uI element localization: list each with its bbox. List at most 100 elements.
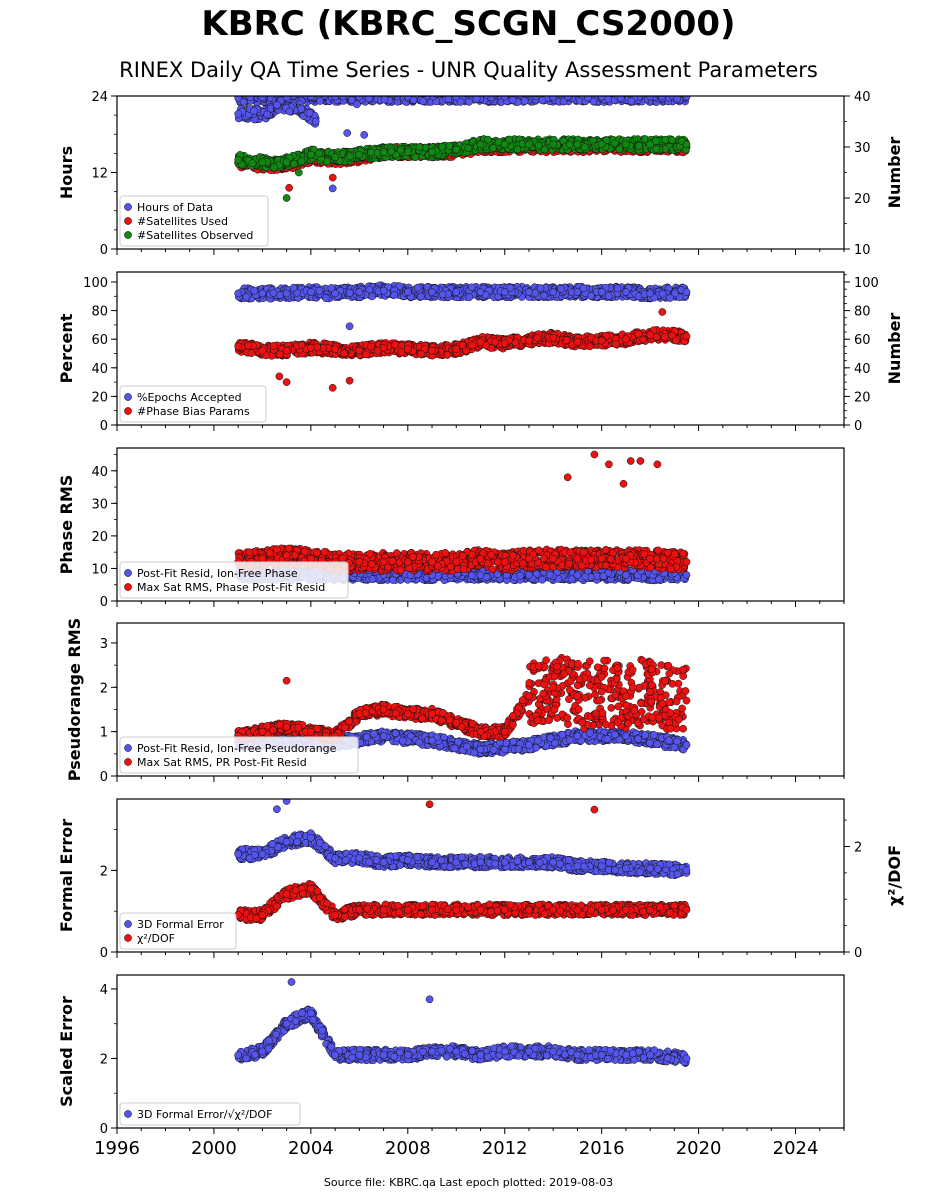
data-point: [258, 289, 267, 298]
data-point: [337, 88, 344, 95]
data-point: [409, 89, 416, 96]
data-point: [272, 96, 275, 97]
data-point: [297, 88, 304, 95]
data-point: [465, 97, 473, 106]
data-point: [360, 131, 369, 139]
data-point: [411, 153, 420, 162]
data-point: [387, 88, 394, 95]
data-point: [663, 96, 665, 97]
data-point: [252, 96, 255, 97]
data-point: [388, 96, 396, 99]
data-point: [441, 96, 444, 97]
data-point: [585, 88, 592, 95]
data-point: [244, 341, 253, 350]
y-tick-label: 24: [91, 90, 108, 105]
data-point: [279, 96, 284, 97]
y-tick-label: 0: [100, 243, 108, 258]
data-point: [316, 97, 324, 105]
data-point: [604, 292, 613, 300]
data-point: [419, 97, 427, 106]
data-point: [248, 159, 257, 168]
data-point: [676, 88, 683, 95]
data-point: [665, 88, 672, 95]
data-point: [270, 88, 277, 95]
data-point: [540, 291, 549, 300]
data-point: [324, 96, 326, 97]
data-point: [322, 294, 330, 303]
data-point: [340, 349, 348, 358]
data-point: [682, 140, 691, 149]
data-point: [676, 88, 683, 95]
data-point: [657, 88, 664, 95]
data-point: [573, 140, 582, 149]
y2-tick-label: 10: [854, 243, 871, 258]
data-point: [297, 157, 306, 165]
data-point: [480, 88, 487, 95]
data-point: [594, 88, 601, 95]
data-point: [339, 89, 346, 96]
data-point: [573, 288, 582, 296]
data-point: [367, 148, 375, 157]
data-point: [328, 88, 335, 95]
data-point: [525, 140, 533, 149]
data-point: [403, 288, 412, 296]
data-point: [276, 350, 284, 359]
data-point: [270, 163, 278, 172]
data-point: [662, 88, 669, 95]
data-point: [369, 88, 376, 95]
data-point: [345, 322, 354, 331]
data-point: [353, 100, 361, 109]
data-point: [364, 96, 373, 103]
data-point: [648, 88, 655, 95]
data-point: [580, 88, 587, 95]
data-point: [250, 286, 259, 295]
data-point: [273, 101, 281, 109]
data-point: [355, 150, 364, 159]
data-point: [531, 89, 538, 96]
data-point: [557, 96, 562, 97]
data-point: [305, 88, 312, 95]
data-point: [282, 96, 291, 102]
data-point: [357, 96, 360, 97]
data-point: [470, 88, 477, 95]
data-point: [536, 284, 545, 293]
data-point: [666, 96, 670, 97]
data-point: [613, 284, 622, 293]
series-1: [234, 281, 691, 331]
data-point: [343, 129, 352, 137]
data-point: [516, 96, 519, 97]
data-point: [461, 96, 466, 97]
data-point: [413, 88, 420, 95]
data-point: [331, 153, 339, 162]
data-point: [650, 96, 652, 97]
data-point: [367, 88, 374, 95]
data-point: [438, 290, 447, 299]
data-point: [605, 89, 612, 96]
data-point: [417, 350, 425, 358]
data-point: [563, 96, 566, 97]
data-point: [568, 88, 575, 95]
data-point: [307, 288, 315, 296]
data-point: [565, 140, 574, 149]
data-point: [362, 350, 370, 359]
data-point: [315, 88, 322, 95]
y2-axis-label: Number: [885, 137, 904, 209]
data-point: [562, 88, 569, 95]
data-point: [380, 96, 389, 104]
data-point: [471, 96, 473, 97]
data-point: [639, 96, 642, 97]
data-point: [246, 96, 255, 102]
data-point: [379, 88, 386, 95]
data-point: [652, 145, 661, 153]
data-point: [582, 88, 589, 95]
data-point: [536, 88, 543, 95]
data-point: [670, 96, 674, 97]
data-point: [339, 88, 346, 95]
data-point: [582, 88, 589, 95]
data-point: [666, 294, 674, 302]
data-point: [586, 96, 590, 97]
data-point: [234, 96, 243, 102]
legend-label: #Satellites Used: [137, 215, 228, 228]
data-point: [449, 88, 456, 95]
